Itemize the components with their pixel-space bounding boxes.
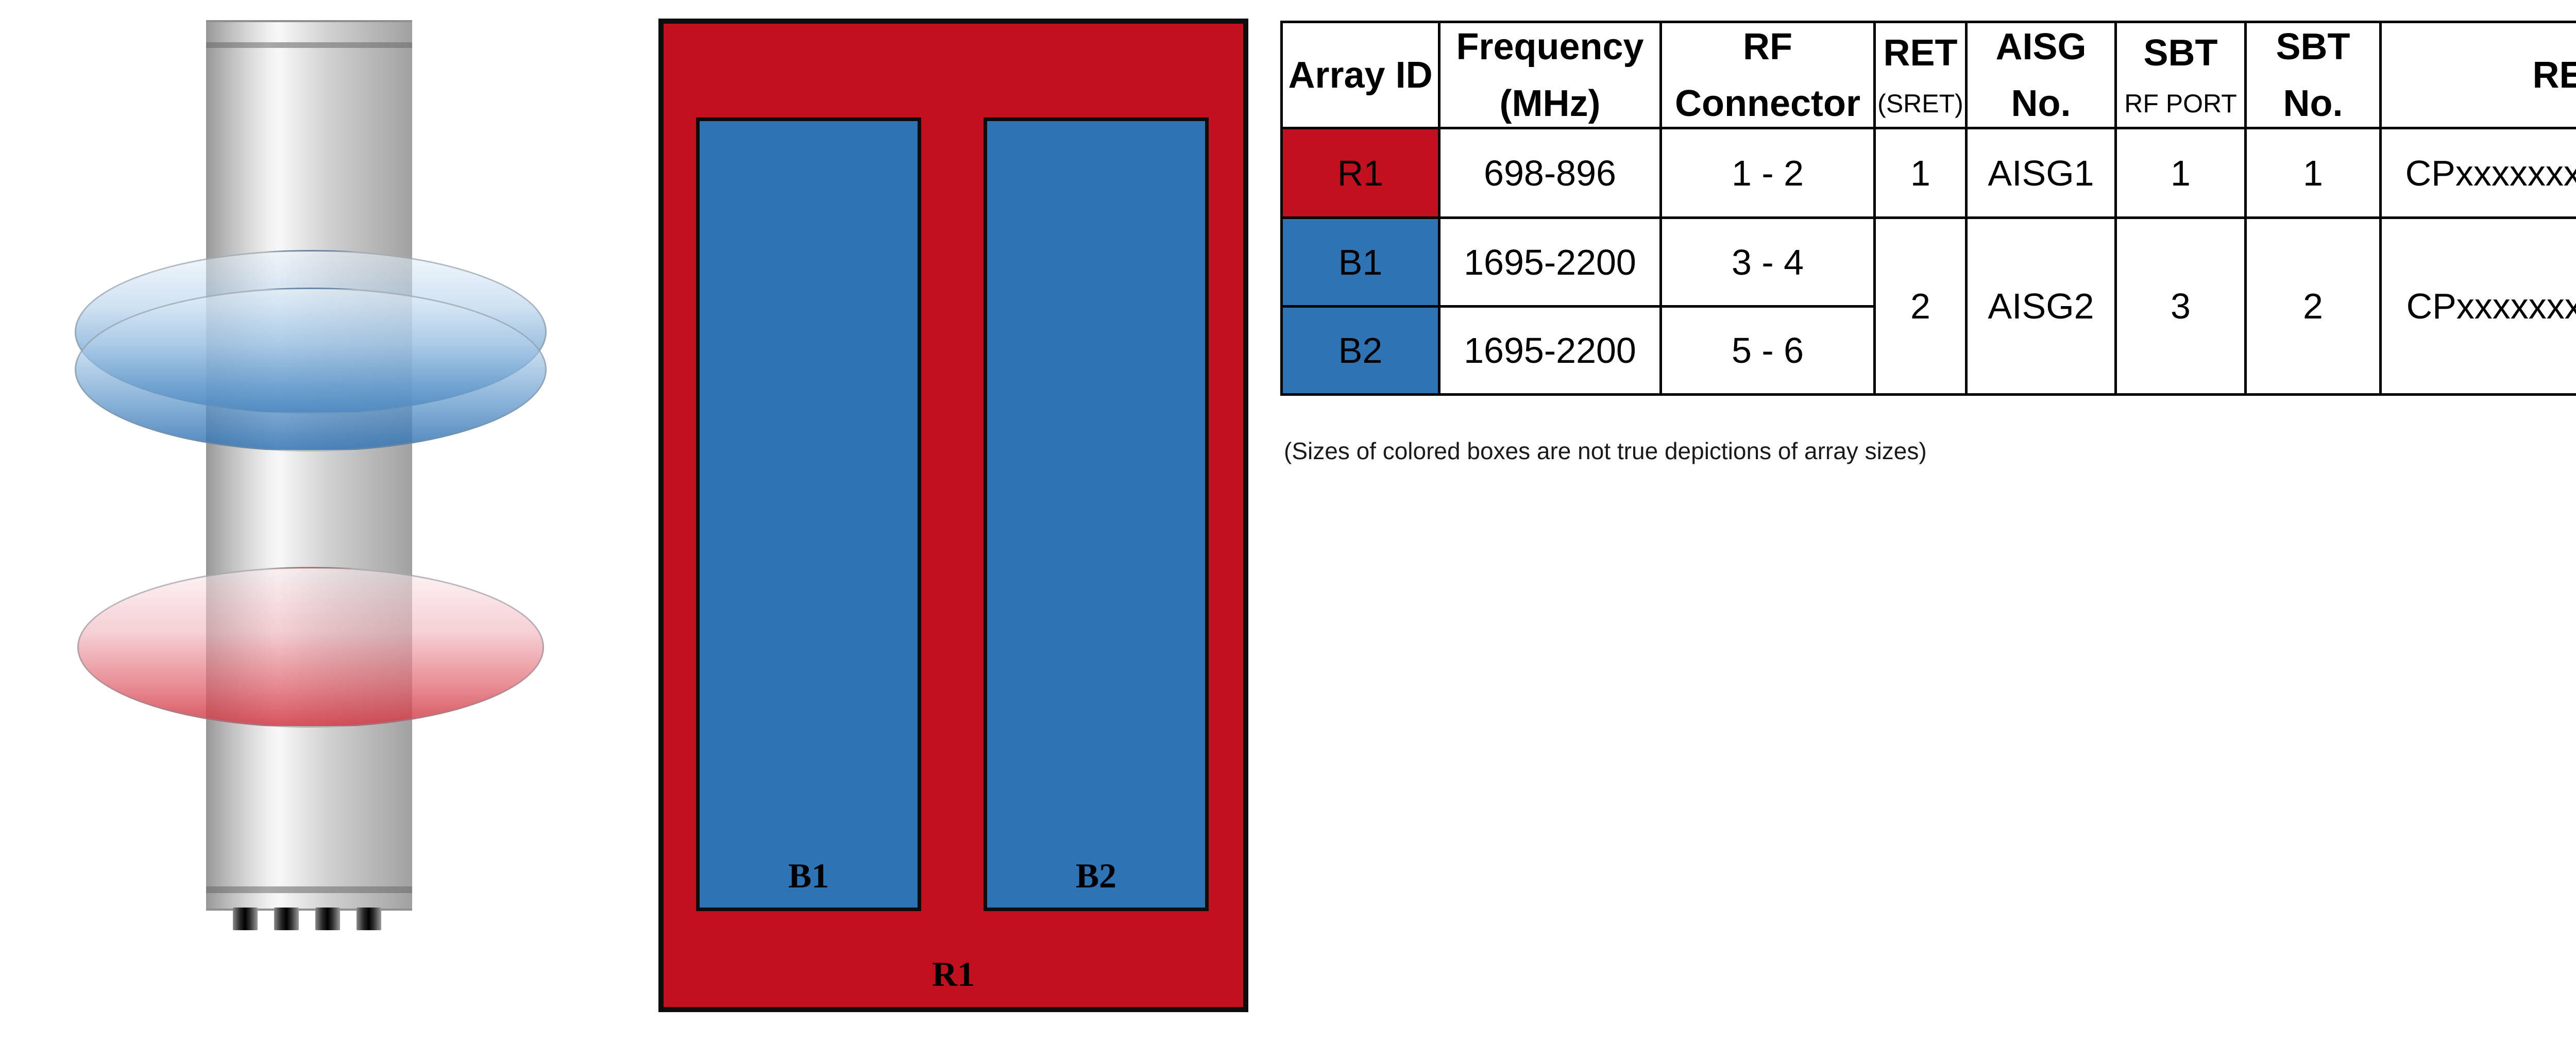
header-subtext: (SRET): [1877, 89, 1963, 118]
cell-rf-connector: 3 - 4: [1659, 216, 1876, 308]
antenna-connector-pin: [274, 908, 299, 930]
cell-sbt-no: 1: [2244, 127, 2382, 219]
cell-rf-connector: 5 - 6: [1659, 305, 1876, 396]
array-layout-r1: B1 B2 R1: [658, 19, 1248, 1012]
header-text: (MHz): [1499, 82, 1601, 124]
header-text: AISG: [1995, 26, 2087, 68]
header-subtext: RF PORT: [2124, 89, 2237, 118]
header-sbt-rf-port: SBT RF PORT: [2114, 21, 2247, 129]
cell-aisg-no: AISG1: [1965, 127, 2117, 219]
cell-sbt-rf-port: 1: [2114, 127, 2247, 219]
cell-sbt-rf-port: 3: [2114, 216, 2247, 396]
header-array-id: Array ID: [1280, 21, 1440, 129]
array-box-b2: B2: [984, 117, 1209, 911]
cell-ret-uid: CPxxxxxxxxxxxxxxxxxB1: [2379, 216, 2576, 396]
header-text: SBT: [2276, 26, 2350, 68]
cell-rf-connector: 1 - 2: [1659, 127, 1876, 219]
header-text: RET UID: [2532, 54, 2576, 96]
antenna-connector-pin: [357, 908, 381, 930]
header-text: RET: [1883, 32, 1958, 74]
cell-aisg-no: AISG2: [1965, 216, 2117, 396]
table-row: R1 698-896 1 - 2 1 AISG1 1 1 CPxxxxxxxxx…: [1280, 127, 2576, 219]
header-sbt-no: SBT No.: [2244, 21, 2382, 129]
header-frequency: Frequency (MHz): [1438, 21, 1662, 129]
cell-ret-uid: CPxxxxxxxxxxxxxxxxxR1: [2379, 127, 2576, 219]
spec-table: Array ID Frequency (MHz) RF Connector: [1280, 21, 2576, 396]
array-label-r1: R1: [931, 954, 975, 994]
array-label-b1: B1: [788, 856, 829, 895]
header-text: No.: [2283, 82, 2343, 124]
cell-array-id-r1: R1: [1280, 127, 1440, 219]
header-ret-uid: RET UID: [2379, 21, 2576, 129]
cell-ret-sret: 2: [1873, 216, 1968, 396]
blue-beam-lower: [75, 288, 547, 451]
antenna-bottom-seam: [206, 886, 412, 893]
red-beam: [77, 567, 544, 728]
header-text: SBT: [2143, 32, 2218, 74]
cell-array-id-b1: B1: [1280, 216, 1440, 308]
header-text: Frequency: [1456, 26, 1644, 68]
header-ret-sret: RET (SRET): [1873, 21, 1968, 129]
antenna-connector-pin: [315, 908, 340, 930]
antenna-top-seam: [206, 42, 412, 48]
header-text: Connector: [1675, 82, 1860, 124]
cell-frequency: 1695-2200: [1438, 305, 1662, 396]
header-text: Array ID: [1288, 54, 1433, 96]
header-aisg-no: AISG No.: [1965, 21, 2117, 129]
note-text: (Sizes of colored boxes are not true dep…: [1284, 438, 1927, 464]
table-row: B2 1695-2200 5 - 6: [1280, 305, 2576, 396]
array-label-b2: B2: [1075, 856, 1117, 895]
header-rf-connector: RF Connector: [1659, 21, 1876, 129]
cell-sbt-no: 2: [2244, 216, 2382, 396]
header-text: No.: [2011, 82, 2071, 124]
cell-ret-sret: 1: [1873, 127, 1968, 219]
antenna-cylinder: [206, 20, 412, 911]
cell-frequency: 1695-2200: [1438, 216, 1662, 308]
header-text: RF: [1743, 26, 1792, 68]
cell-frequency: 698-896: [1438, 127, 1662, 219]
array-box-b1: B1: [696, 117, 921, 911]
antenna-connector-pin: [233, 908, 258, 930]
table-row: B1 1695-2200 3 - 4 2 AISG2 3 2 CPxxxxxxx…: [1280, 216, 2576, 396]
cell-array-id-b2: B2: [1280, 305, 1440, 396]
